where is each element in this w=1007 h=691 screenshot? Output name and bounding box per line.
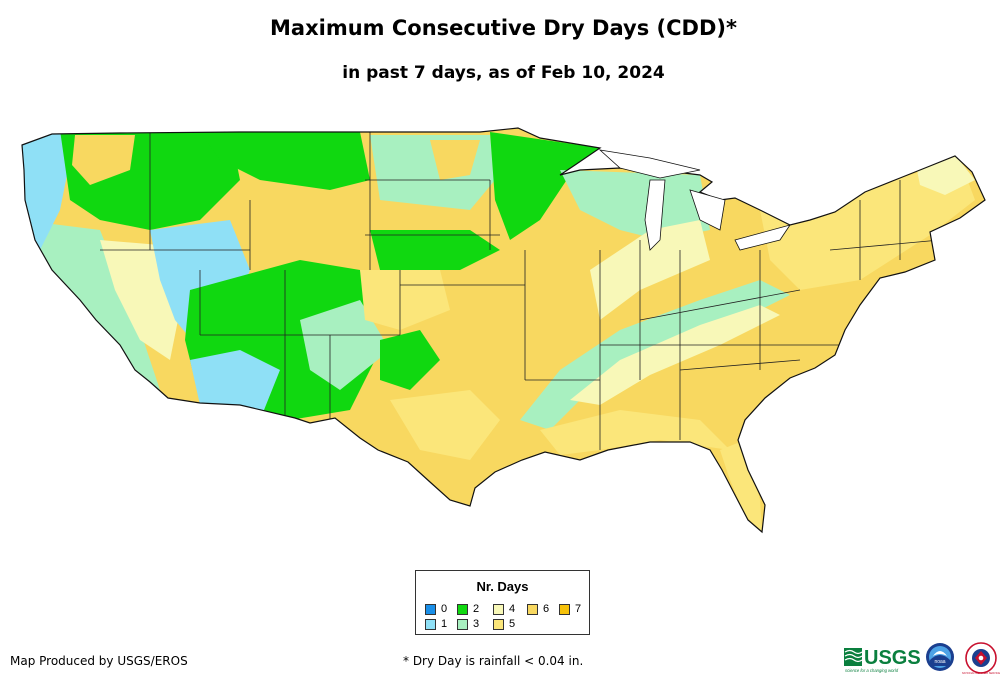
dry-day-regions <box>22 130 975 532</box>
state-boundaries <box>100 130 941 450</box>
region-arizona-1day <box>190 350 280 420</box>
legend: Nr. Days 0 1 2 3 4 5 6 7 <box>415 570 590 635</box>
agency-logos: USGS science for a changing world noaa N… <box>844 642 1001 675</box>
nws-wordmark: NATIONAL WEATHER SERVICE <box>962 671 1001 675</box>
region-gulf-coast-5days <box>540 410 730 455</box>
legend-item: 5 <box>493 618 515 630</box>
region-minnesota-2days <box>490 132 600 240</box>
lake-superior <box>598 149 701 179</box>
legend-label: 1 <box>441 618 448 630</box>
region-wyoming-6days <box>260 200 365 260</box>
legend-label: 0 <box>441 603 448 615</box>
legend-swatch <box>425 603 436 615</box>
legend-swatch <box>493 603 504 615</box>
region-ohio-valley-4days <box>590 220 710 320</box>
map-title: Maximum Consecutive Dry Days (CDD)* <box>270 16 737 40</box>
legend-swatch <box>457 603 468 615</box>
usgs-logo: USGS science for a changing world <box>844 647 921 673</box>
map-subtitle: in past 7 days, as of Feb 10, 2024 <box>342 63 665 83</box>
legend-swatch <box>527 603 538 615</box>
region-oregon-6days <box>72 135 135 185</box>
legend-label: 7 <box>575 603 582 615</box>
legend-item: 4 <box>493 603 515 615</box>
legend-swatch <box>493 618 504 630</box>
legend-label: 5 <box>509 618 516 630</box>
dry-day-note: * Dry Day is rainfall < 0.04 in. <box>403 654 584 668</box>
region-nebraska-2days <box>370 230 500 270</box>
region-montana-2days <box>200 132 370 190</box>
noaa-logo: noaa <box>926 643 954 671</box>
legend-item: 3 <box>457 618 479 630</box>
legend-swatch <box>457 618 468 630</box>
legend-title: Nr. Days <box>476 579 529 594</box>
region-texas-panhandle-2days <box>380 330 440 390</box>
region-florida-5days <box>720 440 762 532</box>
us-dry-days-map <box>21 127 986 534</box>
region-northeast-5days <box>760 160 975 290</box>
region-great-lakes-3days <box>560 170 710 240</box>
legend-item: 0 <box>425 603 447 615</box>
region-tennessee-valley-4days <box>570 305 780 405</box>
legend-label: 6 <box>543 603 550 615</box>
legend-item: 2 <box>457 603 479 615</box>
usgs-tagline: science for a changing world <box>845 668 899 673</box>
legend-label: 3 <box>473 618 480 630</box>
region-pacific-nw-1day <box>22 130 70 250</box>
lake-erie <box>734 224 791 251</box>
usgs-wordmark: USGS <box>864 647 921 669</box>
lake-michigan <box>644 179 666 251</box>
legend-swatch <box>559 603 570 615</box>
region-new-mexico-3days <box>300 300 390 390</box>
lake-huron <box>689 189 726 231</box>
legend-item: 6 <box>527 603 549 615</box>
region-north-dakota-6days <box>430 140 480 180</box>
region-south-texas-5days <box>390 390 500 460</box>
noaa-wordmark: noaa <box>934 659 945 665</box>
legend-item: 1 <box>425 618 447 630</box>
nws-logo: NATIONAL WEATHER SERVICE <box>962 642 1001 675</box>
legend-label: 2 <box>473 603 480 615</box>
legend-swatch <box>425 618 436 630</box>
credit-text: Map Produced by USGS/EROS <box>10 654 188 668</box>
legend-item: 7 <box>559 603 581 615</box>
legend-label: 4 <box>509 603 516 615</box>
